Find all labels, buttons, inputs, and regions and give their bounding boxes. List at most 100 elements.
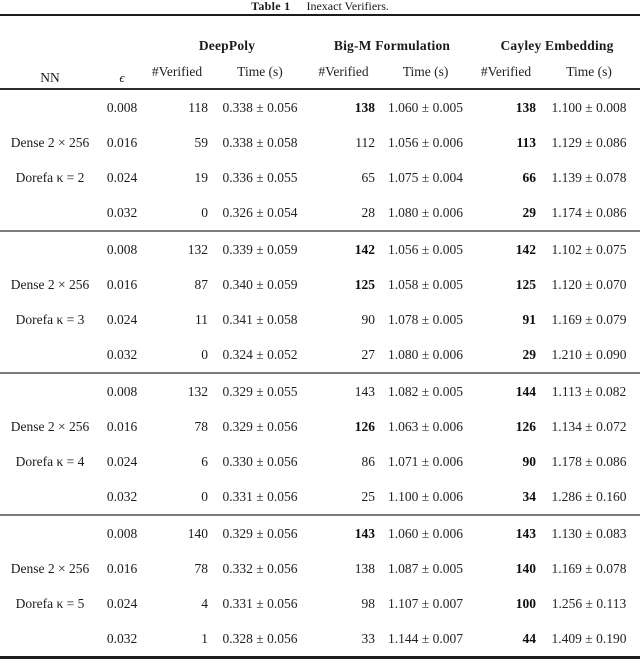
cell-dp-verified: 19 — [194, 169, 209, 185]
table-number: Table 1 — [251, 0, 291, 13]
header-epsilon: ϵ — [119, 70, 125, 85]
cell-ce-verified: 66 — [522, 169, 537, 185]
cell-dp-time: 0.340 ± 0.059 — [222, 276, 298, 292]
cell-dp-time: 0.338 ± 0.056 — [222, 99, 298, 115]
header-group-bigm: Big-M Formulation — [333, 38, 451, 53]
table-row: 0.016 78 0.329 ± 0.056 126 1.063 ± 0.006… — [0, 409, 640, 444]
cell-epsilon: 0.024 — [106, 169, 138, 185]
cell-dp-verified: 0 — [201, 204, 208, 220]
cell-bm-time: 1.144 ± 0.007 — [388, 630, 463, 646]
cell-bm-verified: 138 — [354, 560, 375, 576]
nn-line-1: Dense 2 × 256 — [10, 419, 90, 434]
cell-bm-verified: 90 — [361, 311, 376, 327]
cell-bm-verified: 143 — [354, 383, 375, 399]
table-row: 0.016 59 0.338 ± 0.058 112 1.056 ± 0.006… — [0, 125, 640, 160]
cell-epsilon: 0.032 — [106, 204, 138, 220]
cell-dp-verified: 78 — [194, 560, 209, 576]
cell-epsilon: 0.016 — [106, 418, 138, 434]
header-dp-time: Time (s) — [237, 64, 283, 79]
nn-label: Dense 2 × 256 Dorefa κ = 5 — [0, 515, 100, 658]
table-row: 0.016 78 0.332 ± 0.056 138 1.087 ± 0.005… — [0, 551, 640, 586]
header-bm-verified: #Verified — [318, 64, 369, 79]
table-row: 0.032 0 0.326 ± 0.054 28 1.080 ± 0.006 2… — [0, 195, 640, 231]
cell-bm-time: 1.082 ± 0.005 — [388, 383, 463, 399]
cell-bm-time: 1.107 ± 0.007 — [388, 595, 463, 611]
cell-ce-time: 1.210 ± 0.090 — [551, 346, 627, 362]
cell-dp-time: 0.328 ± 0.056 — [222, 630, 298, 646]
nn-label: Dense 2 × 256 Dorefa κ = 4 — [0, 373, 100, 515]
cell-ce-time: 1.256 ± 0.113 — [551, 595, 627, 611]
nn-label: Dense 2 × 256 Dorefa κ = 2 — [0, 89, 100, 231]
cell-bm-time: 1.060 ± 0.005 — [388, 99, 463, 115]
nn-line-2: Dorefa κ = 5 — [15, 596, 85, 611]
table-row: Dense 2 × 256 Dorefa κ = 4 0.008 132 0.3… — [0, 373, 640, 470]
cell-bm-verified: 125 — [354, 276, 375, 292]
cell-bm-time: 1.060 ± 0.006 — [388, 525, 463, 541]
inexact-verifiers-table: NN ϵ DeepPoly Big-M Formulation Cayley E… — [0, 14, 640, 659]
table-row: Dense 2 × 256 Dorefa κ = 3 0.008 132 0.3… — [0, 231, 640, 328]
cell-epsilon: 0.016 — [106, 134, 138, 150]
cell-ce-verified: 90 — [522, 453, 537, 469]
nn-line-1: Dense 2 × 256 — [10, 277, 90, 292]
header-group-row: NN ϵ DeepPoly Big-M Formulation Cayley E… — [0, 15, 640, 85]
cell-bm-time: 1.056 ± 0.006 — [388, 134, 463, 150]
cell-dp-time: 0.330 ± 0.056 — [222, 453, 298, 469]
cell-dp-verified: 87 — [194, 276, 209, 292]
cell-bm-verified: 142 — [354, 241, 375, 257]
cell-ce-verified: 29 — [522, 346, 537, 362]
nn-line-1: Dense 2 × 256 — [10, 561, 90, 576]
cell-epsilon: 0.032 — [106, 630, 138, 646]
cell-ce-verified: 138 — [515, 99, 537, 115]
cell-ce-verified: 44 — [522, 630, 537, 646]
cell-ce-time: 1.130 ± 0.083 — [551, 525, 627, 541]
cell-ce-verified: 100 — [515, 595, 537, 611]
cell-dp-time: 0.324 ± 0.052 — [222, 346, 298, 362]
cell-ce-time: 1.178 ± 0.086 — [551, 453, 627, 469]
cell-dp-verified: 140 — [187, 525, 208, 541]
cell-dp-time: 0.326 ± 0.054 — [222, 204, 298, 220]
cell-epsilon: 0.008 — [106, 525, 138, 541]
table-caption: Table 1 Inexact Verifiers. — [0, 0, 640, 14]
cell-bm-time: 1.078 ± 0.005 — [388, 311, 463, 327]
cell-dp-time: 0.338 ± 0.058 — [222, 134, 298, 150]
cell-bm-verified: 143 — [354, 525, 375, 541]
cell-ce-verified: 113 — [516, 134, 537, 150]
header-dp-verified: #Verified — [151, 64, 203, 79]
cell-dp-verified: 0 — [201, 346, 208, 362]
nn-line-2: Dorefa κ = 4 — [15, 454, 85, 469]
table-row: 0.016 87 0.340 ± 0.059 125 1.058 ± 0.005… — [0, 267, 640, 302]
cell-ce-time: 1.139 ± 0.078 — [551, 169, 627, 185]
cell-epsilon: 0.016 — [106, 276, 138, 292]
cell-ce-time: 1.409 ± 0.190 — [551, 630, 627, 646]
cell-ce-verified: 144 — [515, 383, 537, 399]
cell-bm-time: 1.075 ± 0.004 — [388, 169, 463, 185]
cell-ce-verified: 140 — [515, 560, 537, 576]
header-group-cayley: Cayley Embedding — [500, 38, 614, 53]
table-row: Dense 2 × 256 Dorefa κ = 5 0.008 140 0.3… — [0, 515, 640, 612]
cell-dp-time: 0.329 ± 0.056 — [222, 525, 298, 541]
cell-epsilon: 0.032 — [106, 346, 138, 362]
cell-bm-time: 1.056 ± 0.005 — [388, 241, 463, 257]
cell-ce-verified: 91 — [522, 311, 537, 327]
cell-ce-time: 1.286 ± 0.160 — [551, 488, 627, 504]
cell-epsilon: 0.008 — [106, 383, 138, 399]
cell-dp-verified: 132 — [187, 383, 208, 399]
cell-bm-verified: 25 — [361, 488, 376, 504]
cell-ce-time: 1.169 ± 0.079 — [551, 311, 627, 327]
cell-bm-time: 1.087 ± 0.005 — [388, 560, 463, 576]
block-kappa-5: Dense 2 × 256 Dorefa κ = 5 0.008 140 0.3… — [0, 515, 640, 658]
cell-bm-verified: 126 — [354, 418, 375, 434]
cell-epsilon: 0.024 — [106, 453, 138, 469]
block-kappa-2: Dense 2 × 256 Dorefa κ = 2 0.008 118 0.3… — [0, 89, 640, 231]
cell-epsilon: 0.016 — [106, 560, 138, 576]
table-header: NN ϵ DeepPoly Big-M Formulation Cayley E… — [0, 15, 640, 89]
table-row: 0.024 19 0.336 ± 0.055 65 1.075 ± 0.004 … — [0, 160, 640, 195]
cell-ce-verified: 143 — [515, 525, 537, 541]
cell-dp-time: 0.332 ± 0.056 — [222, 560, 298, 576]
nn-line-2: Dorefa κ = 3 — [15, 312, 85, 327]
header-nn: NN — [40, 70, 60, 85]
table-row: 0.032 0 0.331 ± 0.056 25 1.100 ± 0.006 3… — [0, 479, 640, 515]
cell-ce-verified: 29 — [522, 204, 537, 220]
cell-dp-time: 0.329 ± 0.056 — [222, 418, 298, 434]
cell-bm-time: 1.080 ± 0.006 — [388, 346, 463, 362]
